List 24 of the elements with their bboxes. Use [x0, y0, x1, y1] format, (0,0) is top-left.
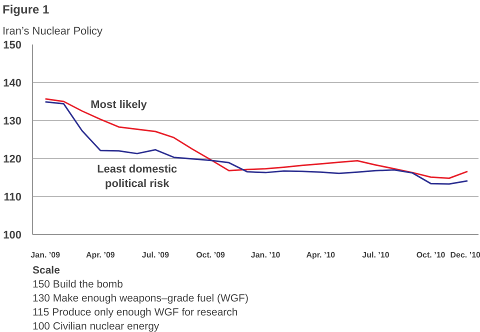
y-tick-label: 120 [3, 154, 22, 166]
x-tick-label: Apr. ’10 [306, 250, 336, 260]
y-tick-label: 110 [4, 192, 22, 204]
chart-title: Figure 1 [2, 2, 50, 16]
text: 150 Build the bomb [32, 278, 124, 290]
text: 130 Make enough weapons–grade fuel (WGF) [32, 292, 248, 304]
y-tick-label: 100 [3, 230, 22, 242]
x-tick-label: Jul. ’09 [142, 250, 170, 260]
x-tick-label: Jul. ’10 [362, 250, 390, 260]
y-tick-label: 130 [3, 116, 22, 128]
x-tick-label: Oct. ’09 [196, 250, 226, 260]
series-label: Least domestic political risk [97, 164, 178, 190]
chart-subtitle: Iran’s Nuclear Policy [2, 26, 104, 38]
x-tick-label: Jan. ’10 [250, 250, 281, 260]
x-tick-label: Dec. ’10 [450, 250, 480, 260]
x-tick-label: Apr. ’09 [86, 250, 116, 260]
y-tick-label: 150 [3, 40, 22, 52]
x-tick-label: Oct. ’10 [416, 250, 446, 260]
text: 115 Produce only enough WGF for research [32, 306, 238, 318]
y-tick-label: 140 [3, 78, 22, 90]
series-label: Most likely [90, 98, 148, 111]
text: Scale [32, 264, 60, 276]
text: 100 Civilian nuclear energy [32, 320, 160, 332]
x-tick-label: Jan. ’09 [30, 250, 61, 260]
